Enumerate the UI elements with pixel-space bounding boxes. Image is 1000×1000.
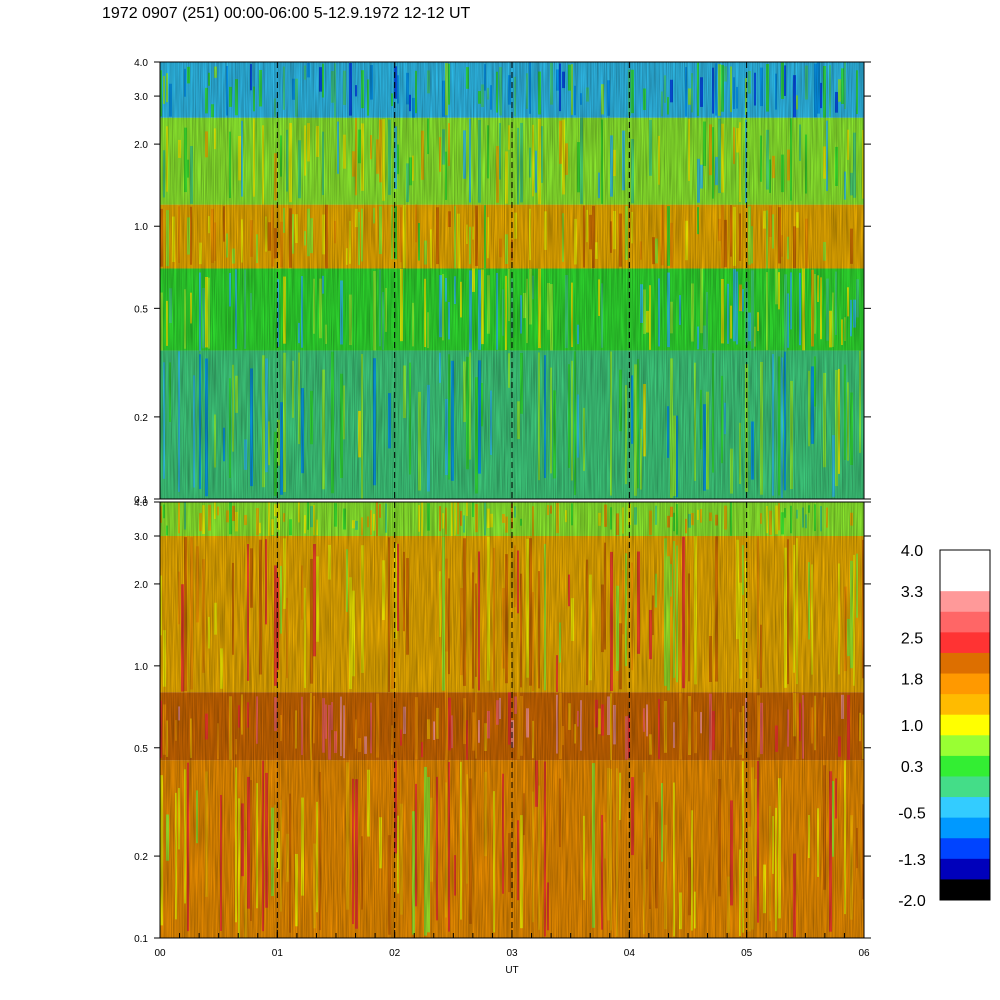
colorbar-label: -2.0 [898,893,926,910]
colorbar-segment [940,611,990,633]
colorbar-segment [940,550,990,572]
colorbar-segment [940,838,990,860]
x-tick-label: 05 [741,948,753,959]
y-tick-label: 4.0 [134,58,148,69]
x-axis-label: UT [505,965,518,976]
page-title: 1972 0907 (251) 00:00-06:00 5-12.9.1972 … [102,5,471,22]
x-tick-label: 06 [858,948,870,959]
colorbar-segment [940,776,990,798]
y-tick-label: 2.0 [134,140,148,151]
colorbar-segment [940,714,990,736]
x-tick-label: 04 [624,948,636,959]
y-tick-label: 0.2 [134,413,148,424]
y-tick-label: 0.5 [134,744,148,755]
y-tick-label: 0.1 [134,495,148,506]
colorbar-label: -1.3 [898,852,926,869]
x-axis: UT 00 01 02 03 04 05 06 [154,930,870,976]
colorbar-segment [940,797,990,819]
x-tick-label: 00 [154,948,166,959]
x-tick-label: 03 [506,948,518,959]
y-tick-label: 3.0 [134,532,148,543]
colorbar-segment [940,652,990,675]
y-tick-label: 2.0 [134,580,148,591]
y-tick-label: 1.0 [134,222,148,233]
y-tick-label: 1.0 [134,662,148,673]
colorbar-segment [940,591,990,613]
colorbar-segment [940,570,990,592]
colorbar-segment [940,632,990,654]
colorbar-segment [940,673,990,695]
y-tick-label: 3.0 [134,92,148,103]
upper-panel: 0.1 0.2 0.5 1.0 2.0 3.0 4.0 [134,58,871,506]
colorbar-label: 0.3 [901,759,923,776]
colorbar-frame [939,549,991,901]
colorbar-label: -0.5 [898,806,926,823]
x-tick-label: 01 [272,948,284,959]
colorbar-label: 4.0 [901,543,923,560]
y-tick-label: 0.5 [134,304,148,315]
colorbar-label: 1.8 [901,671,923,688]
y-tick-label: 4.0 [134,498,148,509]
colorbar-segment [940,694,990,716]
colorbar: 4.0 3.3 2.5 1.8 1.0 0.3 -0.5 -1.3 -2.0 [898,543,991,910]
colorbar-segment [940,858,990,880]
x-tick-label: 02 [389,948,401,959]
colorbar-label: 1.0 [901,718,923,735]
colorbar-label: 3.3 [901,584,923,601]
colorbar-segment [940,735,990,757]
colorbar-segment [940,879,990,901]
y-tick-label: 0.2 [134,852,148,863]
y-tick-label: 0.1 [134,934,148,945]
colorbar-label: 2.5 [901,631,923,648]
colorbar-segment [940,755,990,777]
lower-panel: 0.1 0.2 0.5 1.0 2.0 3.0 4.0 [134,498,871,945]
colorbar-segment [940,817,990,839]
